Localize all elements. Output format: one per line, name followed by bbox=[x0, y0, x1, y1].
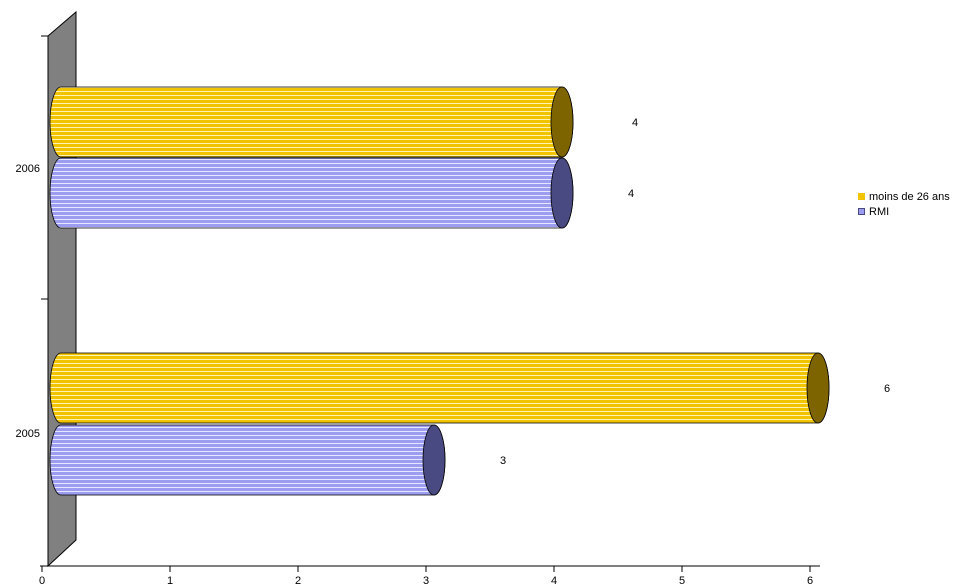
x-tick-label: 2 bbox=[295, 575, 301, 587]
legend-item: moins de 26 ans bbox=[858, 189, 950, 204]
x-axis-ticks: 0 1 2 3 4 5 6 bbox=[39, 566, 813, 587]
category-labels: 2005 2006 bbox=[16, 163, 40, 440]
bar-end-cap bbox=[806, 352, 830, 424]
x-tick-label: 1 bbox=[167, 575, 173, 587]
bar-moins-de-26-ans-2005 bbox=[49, 352, 830, 424]
legend-swatch bbox=[858, 208, 865, 215]
x-tick-label: 4 bbox=[551, 575, 557, 587]
bar-rmi-2005 bbox=[49, 424, 446, 496]
x-tick-label: 3 bbox=[423, 575, 429, 587]
legend-item: RMI bbox=[858, 204, 950, 219]
x-tick-label: 6 bbox=[807, 575, 813, 587]
data-label: 3 bbox=[500, 455, 506, 467]
legend-label: RMI bbox=[869, 205, 890, 218]
category-label: 2006 bbox=[16, 163, 40, 175]
data-label: 4 bbox=[632, 117, 638, 129]
legend-swatch bbox=[858, 193, 865, 200]
category-label: 2005 bbox=[16, 428, 40, 440]
legend-label: moins de 26 ans bbox=[869, 190, 950, 203]
bars-group: 6 3 4 4 bbox=[49, 86, 890, 496]
data-label: 6 bbox=[884, 383, 890, 395]
bar-end-cap bbox=[550, 86, 574, 158]
bar-rmi-2006 bbox=[49, 157, 574, 229]
data-label: 4 bbox=[628, 188, 634, 200]
legend: moins de 26 ans RMI bbox=[858, 189, 950, 219]
x-tick-label: 5 bbox=[679, 575, 685, 587]
bar-end-cap bbox=[550, 157, 574, 229]
x-tick-label: 0 bbox=[39, 575, 45, 587]
bar-moins-de-26-ans-2006 bbox=[49, 86, 574, 158]
bar-end-cap bbox=[422, 424, 446, 496]
